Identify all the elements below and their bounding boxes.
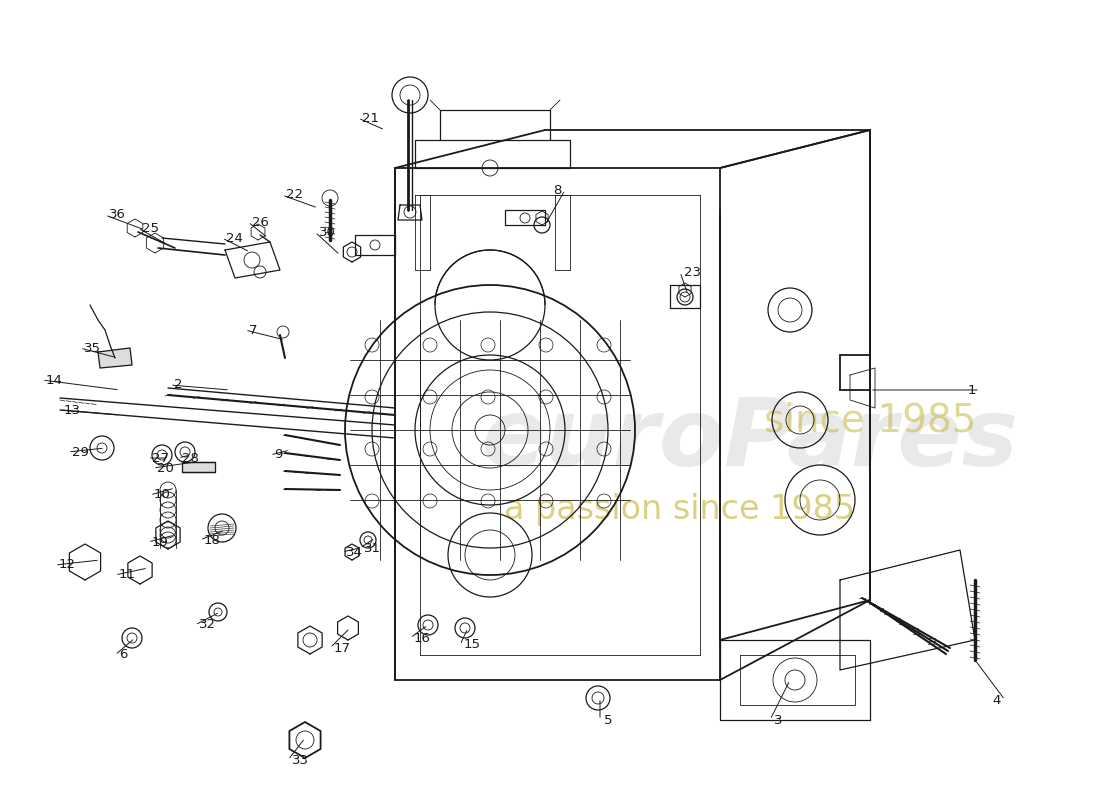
Text: 35: 35 — [84, 342, 101, 354]
Text: 21: 21 — [362, 111, 380, 125]
Text: 27: 27 — [152, 451, 169, 465]
Text: 2: 2 — [174, 378, 183, 391]
Text: 9: 9 — [274, 449, 283, 462]
Text: 18: 18 — [204, 534, 221, 546]
Text: 8: 8 — [552, 183, 561, 197]
Text: 32: 32 — [199, 618, 216, 631]
Text: 36: 36 — [109, 209, 125, 222]
Text: 13: 13 — [64, 403, 81, 417]
Text: 23: 23 — [684, 266, 701, 278]
Text: 31: 31 — [364, 542, 381, 554]
Text: 17: 17 — [334, 642, 351, 654]
Text: 20: 20 — [157, 462, 174, 474]
Text: 14: 14 — [46, 374, 63, 386]
Text: 5: 5 — [604, 714, 613, 726]
Text: 15: 15 — [464, 638, 481, 651]
Text: 10: 10 — [154, 489, 170, 502]
Text: 24: 24 — [226, 231, 243, 245]
Text: 28: 28 — [182, 451, 199, 465]
Text: 30: 30 — [319, 226, 336, 238]
Text: 12: 12 — [59, 558, 76, 571]
Text: 16: 16 — [414, 631, 431, 645]
Polygon shape — [182, 462, 214, 472]
Text: 25: 25 — [142, 222, 160, 234]
Text: since 1985: since 1985 — [763, 401, 976, 439]
Text: 11: 11 — [119, 569, 136, 582]
Text: 19: 19 — [152, 535, 169, 549]
Text: 26: 26 — [252, 215, 268, 229]
Polygon shape — [98, 348, 132, 368]
Text: 29: 29 — [72, 446, 89, 458]
Text: 3: 3 — [774, 714, 782, 726]
Text: 34: 34 — [346, 546, 363, 558]
Text: 6: 6 — [119, 649, 128, 662]
Text: euroPares: euroPares — [482, 394, 1019, 486]
Text: 7: 7 — [249, 323, 257, 337]
Text: 33: 33 — [292, 754, 309, 766]
Text: 4: 4 — [992, 694, 1001, 706]
Text: a passion since 1985: a passion since 1985 — [505, 494, 856, 526]
Text: 22: 22 — [286, 189, 302, 202]
Text: 1: 1 — [968, 383, 976, 397]
